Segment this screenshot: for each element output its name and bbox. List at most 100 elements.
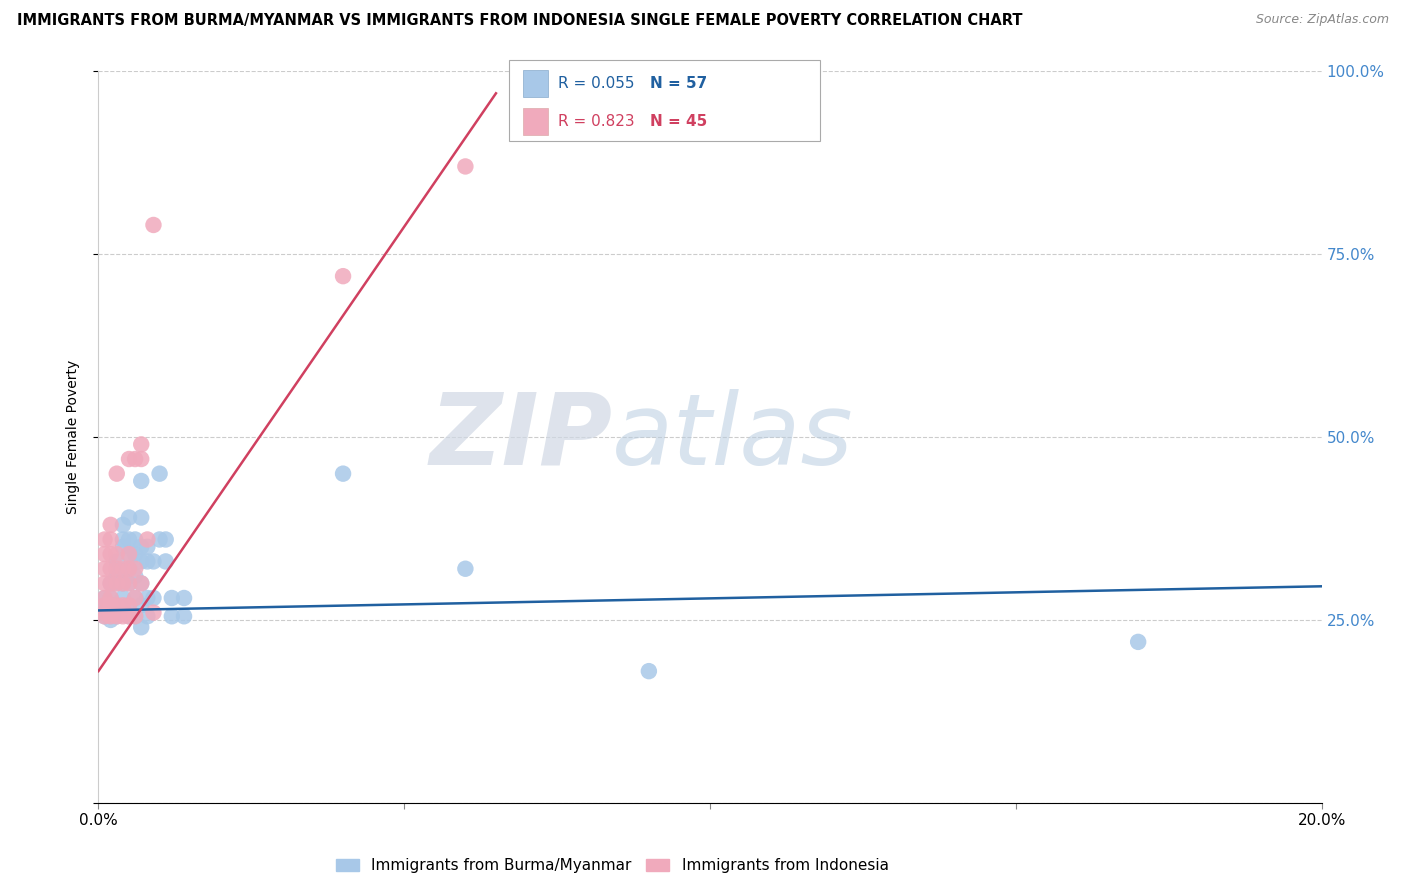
Point bbox=[93, 547, 115, 561]
Point bbox=[118, 599, 141, 613]
Point bbox=[1128, 635, 1150, 649]
Point bbox=[100, 562, 122, 576]
Point bbox=[100, 576, 122, 591]
Point bbox=[111, 576, 134, 591]
Point bbox=[118, 547, 141, 561]
Point bbox=[100, 547, 122, 561]
Point bbox=[155, 554, 177, 568]
Point bbox=[129, 620, 152, 634]
Point bbox=[100, 599, 122, 613]
Point bbox=[124, 591, 146, 605]
Point bbox=[454, 160, 477, 174]
Point bbox=[129, 452, 152, 467]
Point bbox=[129, 576, 152, 591]
Point bbox=[111, 609, 134, 624]
Point bbox=[136, 554, 159, 568]
Point bbox=[111, 533, 134, 547]
Point bbox=[93, 599, 115, 613]
Point bbox=[136, 540, 159, 554]
Point bbox=[93, 599, 115, 613]
Point bbox=[142, 218, 165, 232]
Point bbox=[173, 591, 195, 605]
Point bbox=[124, 533, 146, 547]
Point bbox=[100, 591, 122, 605]
Point bbox=[129, 554, 152, 568]
Point bbox=[118, 562, 141, 576]
Point bbox=[93, 562, 115, 576]
Point bbox=[129, 540, 152, 554]
Point bbox=[124, 609, 146, 624]
Point bbox=[111, 540, 134, 554]
Point bbox=[124, 569, 146, 583]
Point bbox=[173, 609, 195, 624]
Text: IMMIGRANTS FROM BURMA/MYANMAR VS IMMIGRANTS FROM INDONESIA SINGLE FEMALE POVERTY: IMMIGRANTS FROM BURMA/MYANMAR VS IMMIGRA… bbox=[17, 13, 1022, 29]
Point bbox=[142, 591, 165, 605]
Point bbox=[100, 591, 122, 605]
Point bbox=[124, 609, 146, 624]
Point bbox=[118, 547, 141, 561]
Text: N = 45: N = 45 bbox=[650, 114, 707, 129]
Point bbox=[332, 467, 354, 481]
Point bbox=[118, 510, 141, 524]
Text: R = 0.823: R = 0.823 bbox=[558, 114, 634, 129]
Point bbox=[100, 606, 122, 620]
Point bbox=[100, 517, 122, 532]
Point bbox=[93, 576, 115, 591]
Point bbox=[100, 599, 122, 613]
Point bbox=[105, 467, 128, 481]
Point bbox=[100, 533, 122, 547]
Point bbox=[149, 533, 172, 547]
Text: ZIP: ZIP bbox=[429, 389, 612, 485]
Point bbox=[129, 510, 152, 524]
Point bbox=[160, 609, 183, 624]
Point bbox=[93, 591, 115, 605]
Point bbox=[124, 547, 146, 561]
Point bbox=[124, 452, 146, 467]
Point bbox=[100, 609, 122, 624]
Point bbox=[118, 452, 141, 467]
Point bbox=[105, 554, 128, 568]
Text: R = 0.055: R = 0.055 bbox=[558, 76, 634, 91]
Point bbox=[111, 599, 134, 613]
Point bbox=[129, 474, 152, 488]
Point bbox=[105, 599, 128, 613]
Point bbox=[105, 547, 128, 561]
Text: atlas: atlas bbox=[612, 389, 853, 485]
Point bbox=[105, 576, 128, 591]
Point bbox=[124, 562, 146, 576]
Point bbox=[142, 554, 165, 568]
Point bbox=[105, 569, 128, 583]
Point bbox=[105, 609, 128, 624]
Point bbox=[111, 576, 134, 591]
Point bbox=[93, 609, 115, 624]
Y-axis label: Single Female Poverty: Single Female Poverty bbox=[66, 360, 80, 514]
Point bbox=[142, 606, 165, 620]
Point bbox=[118, 609, 141, 624]
Point bbox=[118, 599, 141, 613]
Point bbox=[105, 609, 128, 624]
Point bbox=[105, 599, 128, 613]
Point bbox=[118, 576, 141, 591]
Point bbox=[118, 533, 141, 547]
Point bbox=[118, 576, 141, 591]
Point bbox=[124, 591, 146, 605]
Point bbox=[93, 609, 115, 624]
Point bbox=[637, 664, 661, 678]
Point bbox=[93, 606, 115, 620]
Point bbox=[105, 562, 128, 576]
Point bbox=[105, 576, 128, 591]
Point bbox=[136, 609, 159, 624]
Point bbox=[100, 609, 122, 624]
Point bbox=[129, 599, 152, 613]
Point bbox=[93, 606, 115, 620]
Point bbox=[111, 591, 134, 605]
Point bbox=[100, 576, 122, 591]
Point bbox=[111, 562, 134, 576]
Legend: Immigrants from Burma/Myanmar, Immigrants from Indonesia: Immigrants from Burma/Myanmar, Immigrant… bbox=[329, 852, 894, 880]
Point bbox=[100, 613, 122, 627]
Point bbox=[454, 562, 477, 576]
Point bbox=[93, 591, 115, 605]
Point bbox=[111, 517, 134, 532]
Point bbox=[118, 609, 141, 624]
Point bbox=[160, 591, 183, 605]
